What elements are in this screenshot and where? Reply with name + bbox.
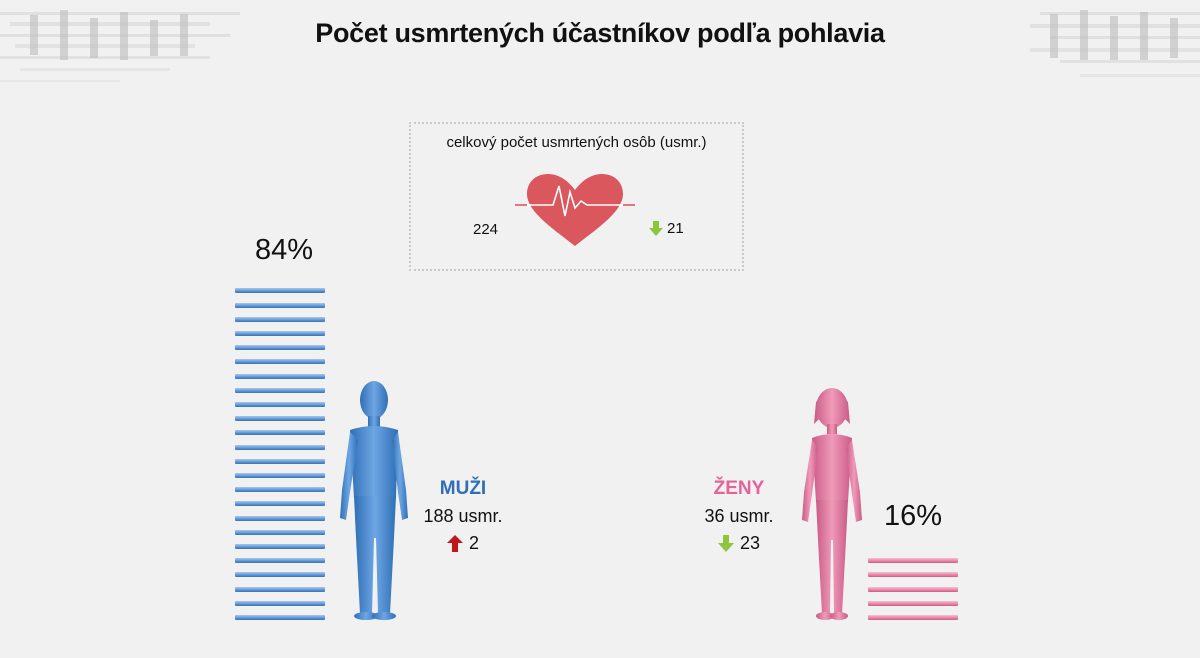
men-bar-line xyxy=(235,600,325,606)
men-bar-line xyxy=(235,316,325,322)
men-bar-line xyxy=(235,387,325,393)
men-percent: 84% xyxy=(255,234,314,266)
men-bar-line xyxy=(235,345,325,351)
men-bar-line xyxy=(235,458,325,464)
men-bar-line xyxy=(235,302,325,308)
heart-pulse-icon xyxy=(515,174,635,246)
men-bar-line xyxy=(235,416,325,422)
men-bar-line xyxy=(235,501,325,507)
women-percent: 16% xyxy=(884,500,943,532)
women-summary: ŽENY 36 usmr. 23 xyxy=(684,478,794,554)
men-bar-line xyxy=(235,572,325,578)
arrow-down-icon xyxy=(717,535,734,552)
men-summary: MUŽI 188 usmr. 2 xyxy=(408,478,518,554)
tire-track-texture-left xyxy=(0,10,240,82)
men-bar-line xyxy=(235,359,325,365)
men-bar-line xyxy=(235,487,325,493)
total-fatalities-label: celkový počet usmrtených osôb (usmr.) xyxy=(446,134,707,151)
women-label: ŽENY xyxy=(713,478,765,499)
men-count: 188 usmr. xyxy=(423,506,503,526)
men-bar-stack xyxy=(235,268,325,620)
women-bar-line xyxy=(868,615,958,620)
total-fatalities-panel: celkový počet usmrtených osôb (usmr.) 22… xyxy=(409,122,744,271)
women-change-value: 23 xyxy=(739,533,761,553)
men-bar-line xyxy=(235,529,325,535)
total-change: 21 xyxy=(649,220,684,237)
women-bar-line xyxy=(868,558,958,564)
men-bar-line xyxy=(235,544,325,549)
women-change: 23 xyxy=(684,533,794,554)
men-bar-line xyxy=(235,288,325,294)
men-bar-line xyxy=(235,558,325,564)
men-change-value: 2 xyxy=(468,533,479,553)
men-bar-line xyxy=(235,515,325,521)
men-bar-line xyxy=(235,430,325,436)
women-bar-stack xyxy=(868,536,958,620)
page-title: Počet usmrtených účastníkov podľa pohlav… xyxy=(315,18,885,48)
total-change-value: 21 xyxy=(667,220,684,237)
male-figure-icon xyxy=(340,381,408,620)
total-fatalities-value: 224 xyxy=(473,221,499,238)
men-change: 2 xyxy=(408,533,518,554)
women-bar-line xyxy=(868,572,958,578)
arrow-down-icon xyxy=(649,221,663,236)
women-bar-line xyxy=(868,600,958,606)
arrow-up-icon xyxy=(446,535,463,552)
men-bar-line xyxy=(235,373,325,379)
men-bar-line xyxy=(235,402,325,407)
men-bar-line xyxy=(235,473,325,478)
tire-track-texture-right xyxy=(1030,10,1200,77)
men-bar-line xyxy=(235,586,325,592)
women-count: 36 usmr. xyxy=(704,506,774,526)
men-bar-line xyxy=(235,444,325,450)
women-bar-line xyxy=(868,586,958,592)
female-figure-icon xyxy=(802,388,862,620)
men-bar-line xyxy=(235,615,325,620)
men-label: MUŽI xyxy=(439,478,487,499)
men-bar-line xyxy=(235,331,325,336)
